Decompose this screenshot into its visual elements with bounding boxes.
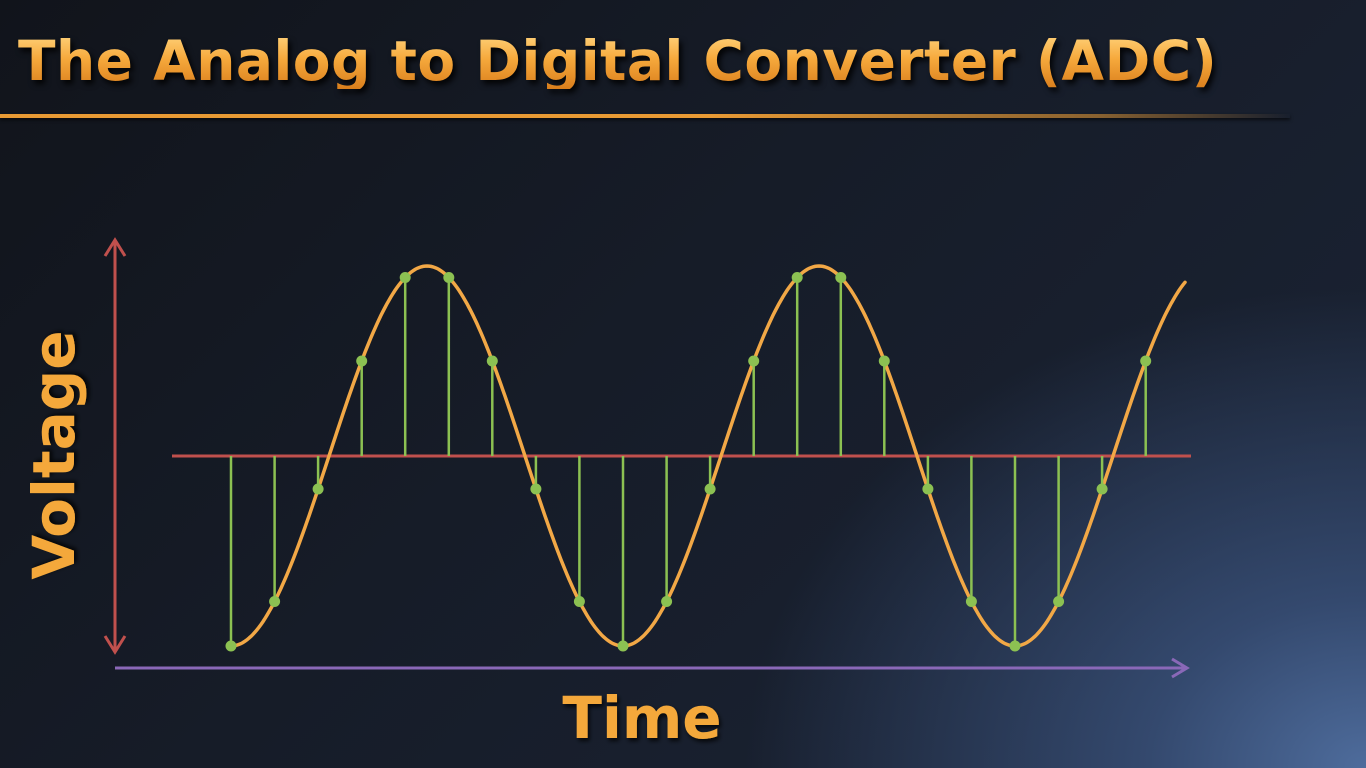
y-axis-label: Voltage [20,330,88,579]
sample-point [1140,355,1152,367]
sample-point [748,355,760,367]
sample-point [443,272,455,283]
sample-point [1053,596,1065,607]
sample-point [312,483,324,495]
x-axis-label: Time [562,684,721,752]
slide-title: The Analog to Digital Converter (ADC) [18,29,1218,93]
sample-point [225,640,237,652]
sample-point [573,596,585,607]
sample-point [791,272,803,283]
sample-point [835,272,847,283]
voltage-axis-arrow [103,237,127,655]
sample-point [269,596,281,607]
sample-points-group [225,272,1152,652]
sample-point [704,483,716,495]
sample-point [617,640,629,652]
sample-point [922,483,934,495]
sample-point [878,355,890,367]
sample-point [1096,483,1108,495]
analog-signal-curve [229,264,1187,648]
sample-point [486,355,498,367]
title-underline [0,114,1290,118]
sample-point [661,596,673,607]
sample-point [399,272,411,283]
sample-point [965,596,977,607]
sample-point [1009,640,1021,652]
sample-point [356,355,368,367]
time-axis-arrow [115,657,1190,679]
sample-point [530,483,542,495]
